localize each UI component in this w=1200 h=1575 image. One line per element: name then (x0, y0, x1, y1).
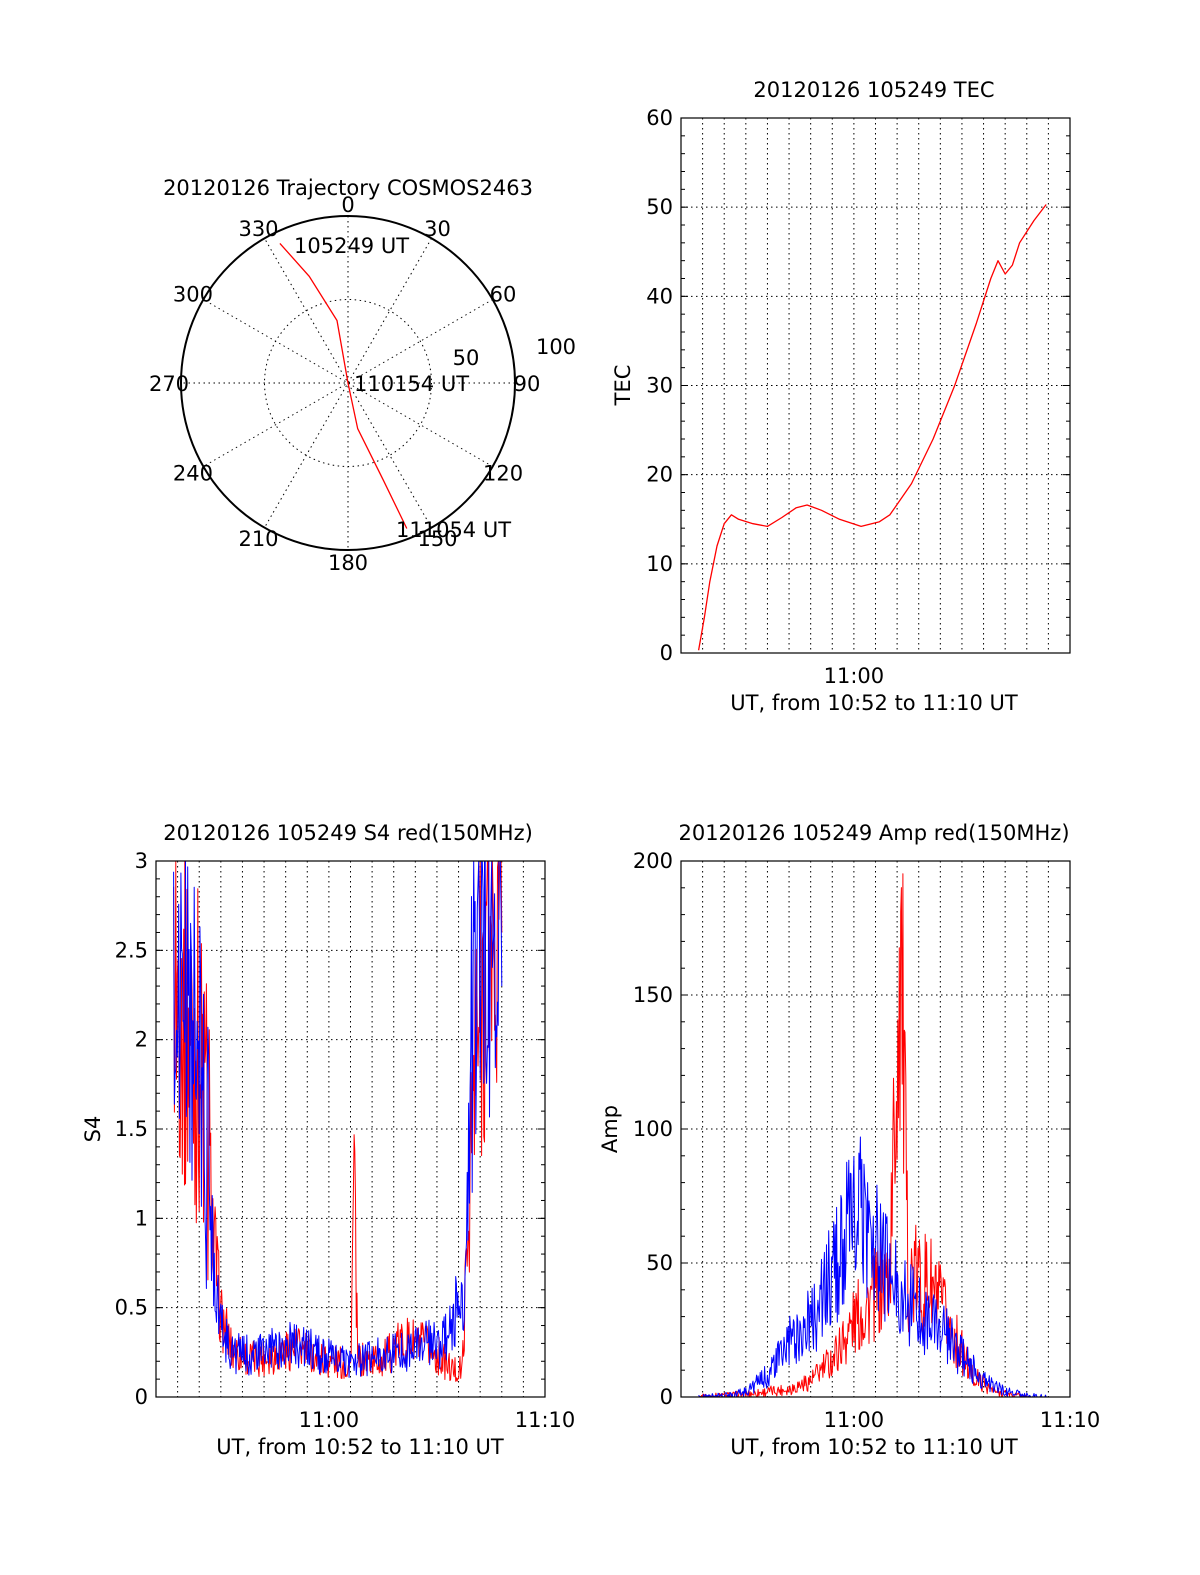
y-tick-label: 0.5 (115, 1296, 148, 1320)
trajectory-series-line (279, 242, 408, 529)
s4-panel: 20120126 105249 S4 red(150MHz) 0 0.5 1 1.5 2… (81, 821, 575, 1459)
x-tick-label: 11:00 (299, 1408, 360, 1432)
amp-grid (681, 860, 1070, 1398)
amp-series-line (698, 873, 1028, 1398)
y-tick-label: 50 (646, 195, 673, 219)
trajectory-title: 20120126 Trajectory COSMOS2463 (163, 176, 533, 200)
y-tick-label: 3 (135, 849, 148, 873)
trajectory-start-label: 105249 UT (294, 234, 409, 258)
polar-grid (180, 215, 516, 551)
y-tick-label: 0 (660, 641, 673, 665)
ring-label-50: 50 (453, 346, 480, 370)
amp-panel: 20120126 105249 Amp red(150MHz) 0 50 100 15… (598, 821, 1100, 1459)
s4-series (173, 860, 503, 1382)
s4-x-axis-label: UT, from 10:52 to 11:10 UT (216, 1435, 504, 1459)
y-tick-label: 200 (633, 849, 673, 873)
polar-azimuth-labels: 0 30 60 90 120 150 180 210 240 270 300 330 (149, 193, 540, 575)
azimuth-label: 180 (328, 551, 368, 575)
y-tick-label: 150 (633, 983, 673, 1007)
y-tick-label: 20 (646, 463, 673, 487)
azimuth-label: 30 (424, 217, 451, 241)
y-tick-label: 10 (646, 552, 673, 576)
s4-x-tick-labels: 11:00 11:10 (299, 1408, 576, 1432)
tec-grid (681, 117, 1070, 654)
s4-series-line (173, 860, 503, 1378)
x-tick-label: 11:10 (515, 1408, 576, 1432)
x-tick-label: 11:00 (824, 1408, 885, 1432)
azimuth-label: 60 (490, 283, 517, 307)
azimuth-label: 210 (238, 527, 278, 551)
y-tick-label: 50 (646, 1251, 673, 1275)
s4-grid (156, 860, 545, 1398)
tec-y-axis-label: TEC (611, 365, 635, 407)
tec-series (697, 204, 1047, 651)
tec-plot-frame (680, 117, 1071, 654)
x-tick-label: 11:10 (1040, 1408, 1101, 1432)
azimuth-label: 120 (483, 462, 523, 486)
tec-x-tick-labels: 11:00 (824, 664, 885, 688)
amp-series (698, 873, 1047, 1398)
trajectory-center-label: 110154 UT (354, 372, 469, 396)
ring-label-100: 100 (536, 335, 576, 359)
y-tick-label: 1.5 (115, 1117, 148, 1141)
azimuth-label: 300 (173, 283, 213, 307)
y-tick-label: 40 (646, 284, 673, 308)
tec-y-tick-labels: 0 10 20 30 40 50 60 (646, 106, 673, 665)
trajectory-panel: 20120126 Trajectory COSMOS2463 0 30 60 90 12… (149, 176, 576, 575)
s4-plot-frame (155, 860, 546, 1398)
amp-y-axis-label: Amp (598, 1105, 622, 1153)
amp-y-tick-labels: 0 50 100 150 200 (633, 849, 673, 1409)
polar-spoke (203, 299, 493, 467)
s4-title: 20120126 105249 S4 red(150MHz) (163, 821, 533, 845)
y-tick-label: 1 (135, 1206, 148, 1230)
amp-x-axis-label: UT, from 10:52 to 11:10 UT (730, 1435, 1018, 1459)
tec-series-line (697, 204, 1047, 651)
azimuth-label: 270 (149, 372, 189, 396)
amp-title: 20120126 105249 Amp red(150MHz) (678, 821, 1069, 845)
amp-plot-frame (680, 860, 1071, 1398)
azimuth-label: 0 (341, 193, 354, 217)
y-tick-label: 30 (646, 374, 673, 398)
y-tick-label: 2.5 (115, 938, 148, 962)
azimuth-label: 90 (514, 372, 541, 396)
amp-x-tick-labels: 11:00 11:10 (824, 1408, 1101, 1432)
amp-series-line (698, 1136, 1047, 1398)
s4-y-tick-labels: 0 0.5 1 1.5 2 2.5 3 (115, 849, 148, 1409)
s4-series-line (173, 860, 503, 1382)
y-tick-label: 60 (646, 106, 673, 130)
tec-title: 20120126 105249 TEC (753, 78, 994, 102)
tec-x-axis-label: UT, from 10:52 to 11:10 UT (730, 691, 1018, 715)
x-tick-label: 11:00 (824, 664, 885, 688)
s4-y-axis-label: S4 (81, 1116, 105, 1143)
polar-spoke (203, 299, 493, 467)
azimuth-label: 150 (417, 527, 457, 551)
polar-spoke (264, 238, 432, 528)
azimuth-label: 330 (238, 217, 278, 241)
y-tick-label: 100 (633, 1117, 673, 1141)
y-tick-label: 2 (135, 1028, 148, 1052)
polar-spoke (264, 238, 432, 528)
y-tick-label: 0 (660, 1385, 673, 1409)
trajectory-end-label: 111054 UT (396, 518, 511, 542)
azimuth-label: 240 (173, 462, 213, 486)
y-tick-label: 0 (135, 1385, 148, 1409)
